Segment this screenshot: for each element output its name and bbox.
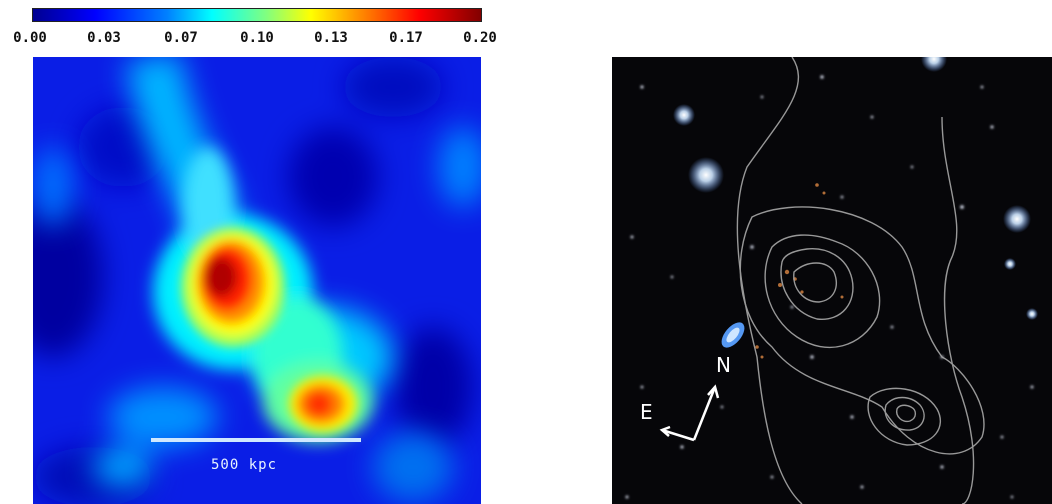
colorbar-tick-label: 0.07 [164, 30, 198, 46]
density-map-image [33, 57, 481, 504]
optical-image-panel: N E [612, 57, 1052, 504]
colorbar-tick-label: 0.13 [314, 30, 348, 46]
compass-east-label: E [640, 400, 653, 424]
colorbar-tick-label: 0.03 [87, 30, 121, 46]
colorbar-tick-label: 0.10 [240, 30, 274, 46]
compass-north-label: N [716, 353, 731, 377]
optical-sky-image [612, 57, 1052, 504]
colorbar-tick-label: 0.20 [463, 30, 497, 46]
compass-arrows [659, 384, 720, 442]
colorbar [32, 8, 482, 22]
colorbar-tick-label: 0.00 [13, 30, 47, 46]
density-map-panel: 500 kpc [33, 57, 481, 504]
scale-bar-label: 500 kpc [211, 457, 278, 473]
density-contours [736, 57, 985, 504]
colorbar-tick-label: 0.17 [389, 30, 423, 46]
scale-bar [151, 438, 361, 442]
star-field [673, 57, 1038, 348]
